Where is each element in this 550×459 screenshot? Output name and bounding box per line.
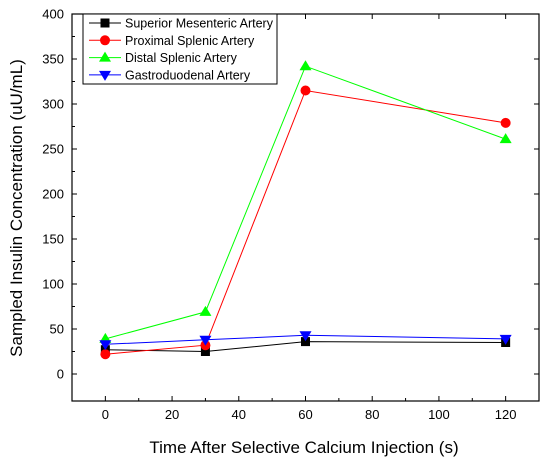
y-tick-label: 250 bbox=[42, 142, 64, 157]
y-axis-title: Sampled Insulin Concentration (uU/mL) bbox=[7, 59, 26, 357]
x-axis-title: Time After Selective Calcium Injection (… bbox=[149, 438, 458, 457]
data-point bbox=[199, 305, 212, 316]
y-tick-label: 150 bbox=[42, 232, 64, 247]
legend-marker bbox=[99, 70, 111, 81]
y-tick-label: 200 bbox=[42, 187, 64, 202]
series-line bbox=[105, 65, 506, 340]
y-tick-label: 300 bbox=[42, 97, 64, 112]
legend-entry-proximal-splenic-artery: Proximal Splenic Artery bbox=[89, 34, 255, 48]
series-distal-splenic-artery bbox=[99, 60, 512, 343]
y-tick-label: 400 bbox=[42, 7, 64, 22]
x-tick-label: 20 bbox=[165, 407, 179, 422]
x-tick-label: 60 bbox=[298, 407, 312, 422]
series-layer bbox=[99, 60, 512, 360]
legend-label: Gastroduodenal Artery bbox=[125, 68, 251, 82]
series-line bbox=[105, 89, 506, 355]
data-point bbox=[100, 349, 111, 360]
data-point bbox=[299, 60, 312, 71]
x-tick-label: 0 bbox=[102, 407, 109, 422]
legend-label: Distal Splenic Artery bbox=[125, 51, 238, 65]
legend-label: Proximal Splenic Artery bbox=[125, 34, 255, 48]
legend-label: Superior Mesenteric Artery bbox=[125, 17, 274, 31]
legend-entry-superior-mesenteric-artery: Superior Mesenteric Artery bbox=[89, 17, 274, 31]
y-tick-label: 0 bbox=[57, 367, 64, 382]
x-tick-label: 120 bbox=[495, 407, 517, 422]
data-point bbox=[199, 335, 212, 346]
series-line bbox=[105, 341, 506, 353]
legend-marker bbox=[99, 51, 111, 62]
data-point bbox=[200, 347, 210, 356]
y-tick-label: 50 bbox=[50, 322, 64, 337]
ticks: 0 20 40 60 80 100 120 0 50 100 150 200 250 300 350 400 bbox=[42, 7, 540, 422]
data-point bbox=[299, 331, 312, 342]
legend-marker bbox=[100, 35, 110, 46]
data-point bbox=[499, 334, 512, 345]
data-point bbox=[499, 133, 512, 144]
x-tick-label: 100 bbox=[428, 407, 450, 422]
y-tick-label: 350 bbox=[42, 52, 64, 67]
legend-entry-distal-splenic-artery: Distal Splenic Artery bbox=[89, 51, 238, 65]
series-proximal-splenic-artery bbox=[100, 85, 511, 360]
x-tick-label: 40 bbox=[232, 407, 246, 422]
legend: Superior Mesenteric Artery Proximal Splen… bbox=[82, 13, 278, 85]
legend-box bbox=[82, 13, 278, 85]
x-tick-label: 80 bbox=[365, 407, 379, 422]
data-point bbox=[500, 117, 511, 128]
legend-marker bbox=[100, 18, 110, 28]
y-tick-label: 100 bbox=[42, 277, 64, 292]
data-point bbox=[300, 85, 311, 96]
series-line bbox=[105, 334, 506, 345]
legend-entry-gastroduodenal-artery: Gastroduodenal Artery bbox=[89, 68, 251, 82]
series-gastroduodenal-artery bbox=[99, 331, 512, 351]
data-point bbox=[301, 337, 310, 347]
data-point bbox=[99, 340, 112, 351]
